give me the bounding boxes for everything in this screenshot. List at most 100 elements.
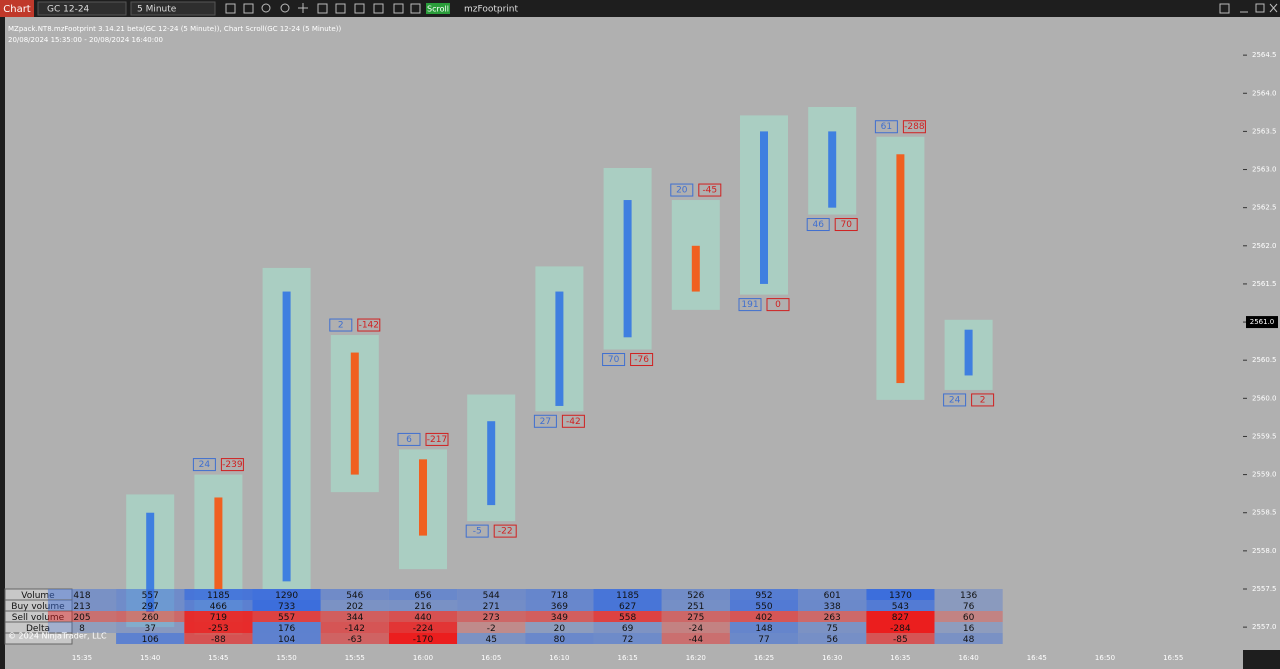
delta-box [220,458,244,472]
delta-box [630,353,654,367]
table-cell [661,600,730,611]
delta-box-label: -42 [566,417,581,427]
cell-value: 148 [755,624,772,634]
window-buttons[interactable] [1219,3,1278,14]
table-cell [866,622,935,633]
cell-value: 251 [687,602,704,612]
table-cell [798,622,867,633]
table-cell [866,633,935,644]
candle-body [623,200,632,338]
header-line: MZpack.NT8.mzFootprint 3.14.21 beta(GC 1… [8,25,341,33]
table-cell [116,589,185,600]
table-cell [798,633,867,644]
cell-value: 557 [142,591,159,601]
cell-value: -2 [487,624,496,634]
table-cell [798,600,867,611]
table-cell [47,611,117,622]
cell-value: 80 [554,635,566,645]
delta-box [698,183,722,197]
table-cell [729,622,799,633]
y-tick-label: 2564.0 [1252,89,1277,97]
cell-value: -224 [413,624,434,634]
table-cell [184,633,253,644]
delta-box-label: 27 [540,417,551,427]
cell-value: 202 [346,602,363,612]
cell-value: 48 [963,635,975,645]
candle-body [350,352,359,475]
cell-value: 733 [278,602,295,612]
scroll-label: Scroll [427,5,449,14]
y-tick-label: 2563.5 [1252,127,1277,135]
table-cell [457,600,526,611]
cell-value: -88 [211,635,226,645]
table-cell [593,611,662,622]
cell-value: 1370 [889,591,912,601]
cell-value: 344 [346,613,363,623]
cell-value: -170 [413,635,434,645]
cell-value: 526 [687,591,704,601]
delta-box-label: 2 [980,395,986,405]
delta-box [943,393,967,407]
table-cell [184,589,253,600]
toolbar-icons[interactable] [225,3,421,14]
delta-box-label: -76 [634,355,649,365]
delta-box [329,318,353,332]
price-axis [1243,17,1280,650]
cell-value: 627 [619,602,636,612]
x-tick-label: 16:10 [549,654,569,662]
table-cell [320,633,389,644]
cell-value: 20 [554,624,566,634]
row-label: Sell volume [12,613,65,623]
cell-value: -44 [688,635,703,645]
candle-body [964,329,973,376]
candle-body [419,459,427,536]
delta-box [465,524,489,538]
cell-value: 213 [73,602,90,612]
table-cell [525,611,594,622]
cell-value: -142 [345,624,365,634]
delta-box [806,218,830,232]
candle-body [146,512,155,612]
cell-value: 546 [346,591,363,601]
table-cell [252,622,321,633]
y-tick-label: 2560.0 [1252,394,1277,402]
interval-select[interactable] [130,1,216,16]
row-header [4,632,73,645]
table-cell [457,589,526,600]
candle-body [282,291,291,582]
table-cell [388,611,458,622]
y-tick-label: 2564.5 [1252,51,1277,59]
candle-body [896,154,905,384]
table-cell [934,622,1003,633]
x-tick-label: 16:40 [959,654,979,662]
cell-value: 45 [485,635,496,645]
cell-value: 952 [755,591,772,601]
cell-value: 104 [278,635,295,645]
instrument-select[interactable] [37,1,127,16]
cell-value: 69 [622,624,634,634]
delta-box-label: 46 [812,220,824,230]
cell-value: 558 [619,613,636,623]
x-tick-label: 15:45 [208,654,228,662]
cell-value: 136 [960,591,977,601]
table-cell [457,611,526,622]
table-cell [116,633,185,644]
y-tick-label: 2557.5 [1252,585,1277,593]
table-cell [525,633,594,644]
candle-body [760,131,768,284]
cell-value: 60 [963,613,975,623]
delta-box-label: -288 [904,122,925,132]
cell-value: 544 [483,591,500,601]
delta-box-label: -45 [702,186,717,196]
scroll-button[interactable] [426,3,450,14]
table-cell [116,611,185,622]
chart-tab[interactable] [0,0,34,17]
delta-box [766,298,790,312]
table-cell [661,589,730,600]
cell-value: 440 [414,613,431,623]
delta-box-label: 6 [406,435,412,445]
delta-box [834,218,858,232]
cell-value: 75 [826,624,837,634]
cell-value: 271 [483,602,500,612]
